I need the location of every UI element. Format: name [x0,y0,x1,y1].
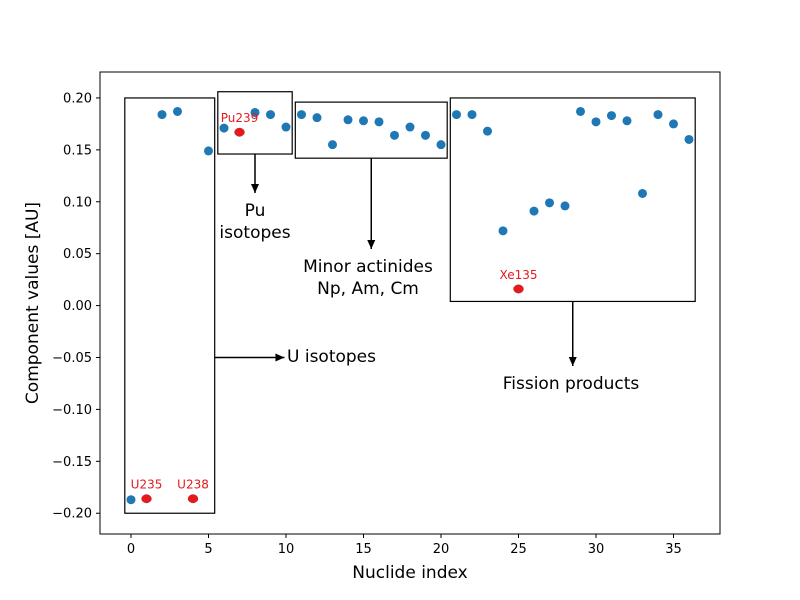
highlight-point [187,494,199,503]
x-tick-label: 15 [355,542,372,557]
highlight-label: Pu239 [221,111,259,125]
data-point [669,119,678,129]
plot-frame [99,71,721,535]
arrow-head [367,240,376,249]
x-tick-label: 10 [278,542,295,557]
data-point [653,110,663,120]
highlight-label: U238 [177,478,209,492]
y-tick-label: −0.05 [52,351,92,366]
highlight-label: U235 [131,478,163,492]
data-point [529,206,539,216]
data-point [622,116,632,126]
annotation-line: Np, Am, Cm [317,279,419,299]
data-point [126,495,136,505]
data-point [405,122,415,132]
data-point [343,115,353,125]
data-point [219,123,229,133]
y-axis-label: Component values [AU] [23,202,43,404]
highlight-point [513,284,524,294]
y-tick-label: 0.00 [63,299,92,314]
annotation-arrows [214,154,577,366]
data-point [452,110,461,120]
data-point [359,116,368,126]
data-point [436,140,446,150]
annotation-line: Pu [245,201,266,221]
highlighted-points: U235 U238 Pu239 Xe135 [131,111,538,503]
x-tick-label: 35 [665,542,682,557]
data-point [467,110,477,120]
data-point [312,113,322,123]
y-tick-label: −0.20 [52,507,92,522]
data-point [607,111,616,121]
x-tick-label: 5 [204,542,212,557]
highlight-label: Xe135 [500,268,538,282]
y-tick-label: 0.10 [63,195,92,210]
arrow-head [275,353,285,362]
data-point [390,130,399,140]
x-tick-label: 30 [588,542,605,557]
y-tick-label: 0.15 [63,143,92,158]
x-axis-ticks: 0 5 10 15 20 25 30 35 [127,534,682,557]
data-point [591,117,601,127]
data-point [421,130,430,140]
data-point [483,126,492,136]
annotation-u: U isotopes [287,347,376,367]
data-point [328,140,337,150]
group-box [124,97,216,514]
group-box [294,101,448,159]
data-point [297,110,306,120]
y-tick-label: −0.15 [52,455,92,470]
highlight-point [141,494,152,503]
annotation-line: U isotopes [287,347,376,367]
data-point [498,226,508,236]
annotation-ma: Minor actinides Np, Am, Cm [303,257,433,299]
data-point [374,117,384,127]
data-point [545,198,554,208]
y-axis-ticks: −0.20 −0.15 −0.10 −0.05 0.00 0.05 0.10 0.15 0.20 [52,91,100,522]
x-tick-label: 0 [127,542,135,557]
data-point [204,146,213,156]
highlight-point [234,128,245,137]
annotation-line: Minor actinides [303,257,433,277]
data-point [157,110,167,120]
annotation-labels: U isotopes Pu isotopes Minor actinides Np, A… [219,201,639,394]
data-point [638,188,647,198]
data-point [684,134,694,144]
x-tick-label: 25 [510,542,527,557]
arrow-head [568,357,577,366]
y-tick-label: −0.10 [52,403,92,418]
data-points [126,106,694,505]
annotation-line: isotopes [219,223,290,243]
data-point [250,107,260,117]
annotation-line: Fission products [503,374,640,394]
data-point [576,106,585,116]
data-point [266,110,275,120]
annotation-fp: Fission products [503,374,640,394]
arrow-head [251,184,259,193]
data-point [173,106,182,116]
x-axis-label: Nuclide index [352,563,467,583]
y-tick-label: 0.05 [63,247,92,262]
data-point [560,201,570,211]
data-point [281,122,291,132]
x-tick-label: 20 [433,542,450,557]
y-tick-label: 0.20 [63,91,92,106]
annotation-pu: Pu isotopes [219,201,290,243]
